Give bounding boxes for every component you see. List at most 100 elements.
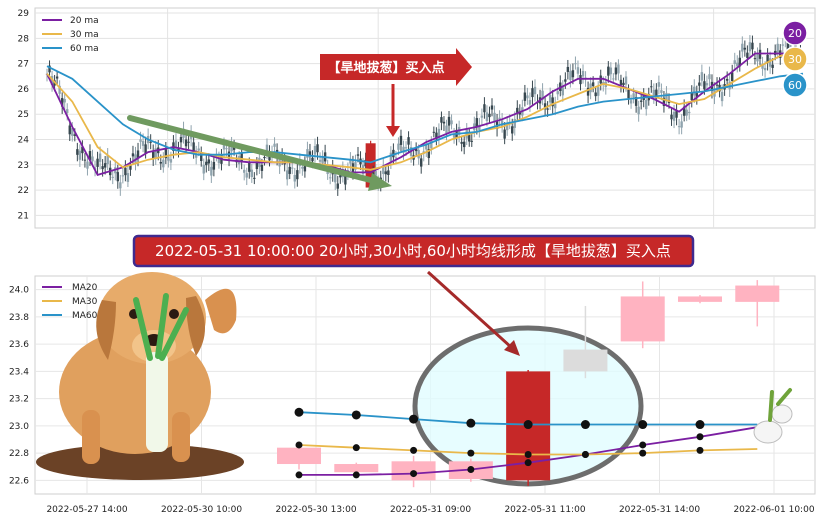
upper-candle xyxy=(657,75,661,95)
upper-candle xyxy=(698,75,701,93)
lower-x-tick-label: 2022-05-30 10:00 xyxy=(161,505,242,515)
upper-candle xyxy=(652,83,656,104)
upper-candle-body xyxy=(746,52,749,59)
signal-banner: 2022-05-31 10:00:00 20小时,30小时,60小时均线形成【旱… xyxy=(132,234,695,268)
upper-candle-body xyxy=(761,63,764,69)
upper-candle-body xyxy=(430,141,433,149)
upper-candle xyxy=(273,137,276,154)
upper-candle xyxy=(468,128,471,147)
lower-ma-point xyxy=(696,446,704,454)
upper-candle xyxy=(55,71,59,85)
upper-candle xyxy=(546,101,549,117)
upper-candle xyxy=(531,80,534,105)
dog-leg xyxy=(82,410,100,464)
upper-candle xyxy=(119,174,122,196)
upper-candle-body xyxy=(523,92,527,101)
lower-ma-point xyxy=(294,407,304,417)
upper-candle-body xyxy=(650,86,653,88)
lower-candle xyxy=(678,295,722,304)
upper-candle-body xyxy=(121,175,125,177)
upper-candle xyxy=(688,104,691,120)
upper-candle-body xyxy=(129,165,132,170)
upper-candle-body xyxy=(255,162,259,170)
dog-ear xyxy=(186,296,205,356)
upper-candle-body xyxy=(318,159,322,162)
upper-candle-body xyxy=(169,159,173,163)
upper-candle-body xyxy=(596,87,600,96)
upper-candle xyxy=(485,105,489,127)
upper-candle-body xyxy=(313,145,317,155)
upper-candle-body xyxy=(248,162,251,172)
upper-candle-body xyxy=(336,183,339,189)
upper-candle-body xyxy=(526,95,529,99)
upper-candle-body xyxy=(301,167,304,169)
upper-candle-body xyxy=(657,82,661,87)
callout-arrow-label: 【旱地拔葱】买入点 xyxy=(327,60,444,76)
upper-candle xyxy=(187,134,190,150)
upper-candle-body xyxy=(58,85,61,94)
upper-candle xyxy=(313,138,317,163)
upper-candle-body xyxy=(437,128,441,138)
lower-ma-point xyxy=(467,449,475,457)
upper-candle-body xyxy=(83,159,87,161)
upper-candle-body xyxy=(250,169,254,177)
upper-candle-body xyxy=(273,143,276,147)
trend-arrow-head xyxy=(368,173,392,191)
upper-candle-body xyxy=(442,121,446,124)
upper-candle xyxy=(490,98,494,117)
scallion-bulb xyxy=(753,420,783,444)
upper-candle-body xyxy=(293,175,296,182)
upper-chart: 21 22 23 24 25 26 27 28 29 20 ma 30 ma 60 ma 【旱地拔葱】买… xyxy=(18,7,816,229)
upper-candle-body xyxy=(387,170,390,175)
legend-label: MA60 xyxy=(72,311,98,321)
upper-candle xyxy=(427,143,430,166)
upper-candle-body xyxy=(192,142,195,152)
upper-candle xyxy=(243,164,246,181)
upper-candle-body xyxy=(174,140,178,149)
upper-candle xyxy=(420,153,423,174)
upper-candle xyxy=(76,142,79,162)
upper-candle xyxy=(533,79,537,102)
upper-candle xyxy=(205,155,208,173)
upper-candle xyxy=(677,118,681,135)
lower-ma-point xyxy=(410,470,418,478)
lower-ma-point xyxy=(410,446,418,454)
upper-candle-body xyxy=(349,159,352,164)
upper-plot-area xyxy=(34,7,816,229)
upper-candle xyxy=(478,117,481,138)
lower-ma-point xyxy=(295,471,303,479)
upper-candle xyxy=(103,156,107,175)
upper-candle-body xyxy=(546,108,549,110)
lower-ma-point xyxy=(639,449,647,457)
lower-candle-body xyxy=(334,464,379,473)
upper-candle-body xyxy=(498,117,501,120)
upper-candle-body xyxy=(733,60,736,65)
upper-candle-body xyxy=(591,82,595,87)
upper-candle-body xyxy=(652,89,656,98)
upper-candle-body xyxy=(594,92,597,97)
upper-candle-body xyxy=(394,157,398,159)
upper-candle-body xyxy=(533,86,537,95)
upper-candle-body xyxy=(751,42,754,50)
lower-x-tick-label: 2022-05-31 09:00 xyxy=(390,505,471,515)
upper-candle-body xyxy=(564,79,567,82)
upper-candle xyxy=(627,84,630,105)
upper-candle xyxy=(126,165,130,188)
upper-candle-body xyxy=(703,81,706,90)
upper-candle-body xyxy=(210,166,213,176)
upper-candle xyxy=(690,85,693,108)
upper-candle-body xyxy=(66,109,69,114)
upper-candle-body xyxy=(103,163,107,168)
upper-candle xyxy=(556,83,559,101)
upper-candle xyxy=(399,129,403,152)
upper-candle xyxy=(748,35,752,59)
upper-candle xyxy=(566,59,570,80)
upper-candle-body xyxy=(627,89,630,99)
upper-candle-body xyxy=(392,149,395,158)
upper-candle xyxy=(149,134,152,150)
upper-candle xyxy=(106,148,109,171)
upper-candle-body xyxy=(665,92,668,102)
scallion-top xyxy=(768,388,792,422)
callout-arrow-icon: 【旱地拔葱】买入点 xyxy=(320,48,472,86)
upper-candle xyxy=(680,114,683,135)
